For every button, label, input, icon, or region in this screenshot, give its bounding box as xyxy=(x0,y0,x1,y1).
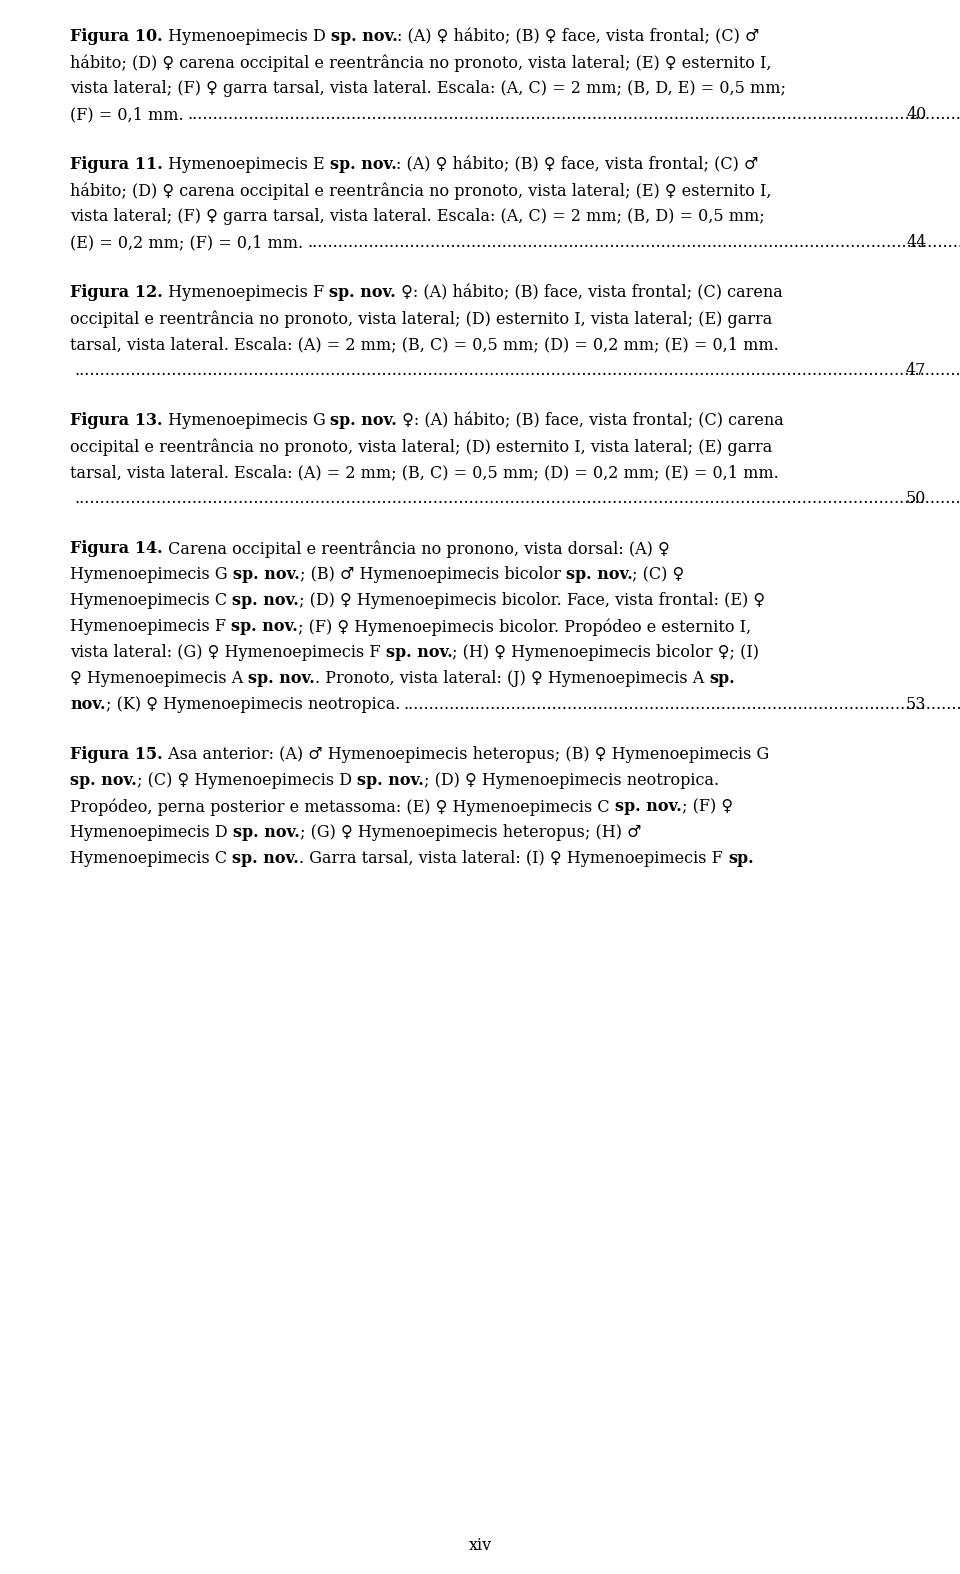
Text: sp.: sp. xyxy=(728,850,754,867)
Text: (E) = 0,2 mm; (F) = 0,1 mm.: (E) = 0,2 mm; (F) = 0,1 mm. xyxy=(70,235,303,250)
Text: 53: 53 xyxy=(906,696,926,713)
Text: occipital e reentrância no pronoto, vista lateral; (D) esternito I, vista latera: occipital e reentrância no pronoto, vist… xyxy=(70,310,773,327)
Text: ; (C) ♀: ; (C) ♀ xyxy=(633,567,684,582)
Text: vista lateral: (G) ♀ Hymenoepimecis F: vista lateral: (G) ♀ Hymenoepimecis F xyxy=(70,644,386,661)
Text: ................................................................................: ........................................… xyxy=(307,235,960,250)
Text: ; (K) ♀ Hymenoepimecis neotropica.: ; (K) ♀ Hymenoepimecis neotropica. xyxy=(106,696,400,713)
Text: Hymenoepimecis G: Hymenoepimecis G xyxy=(70,567,233,582)
Text: ; (H) ♀ Hymenoepimecis bicolor ♀; (I): ; (H) ♀ Hymenoepimecis bicolor ♀; (I) xyxy=(452,644,759,661)
Text: Hymenoepimecis C: Hymenoepimecis C xyxy=(70,592,232,609)
Text: . Pronoto, vista lateral: (J) ♀ Hymenoepimecis A: . Pronoto, vista lateral: (J) ♀ Hymenoep… xyxy=(315,671,709,686)
Text: Carena occipital e reentrância no pronono, vista dorsal: (A) ♀: Carena occipital e reentrância no pronon… xyxy=(162,540,669,557)
Text: ♀ Hymenoepimecis A: ♀ Hymenoepimecis A xyxy=(70,671,249,686)
Text: Hymenoepimecis D: Hymenoepimecis D xyxy=(162,28,330,46)
Text: ; (F) ♀: ; (F) ♀ xyxy=(682,798,732,815)
Text: 44: 44 xyxy=(906,235,926,250)
Text: nov.: nov. xyxy=(70,696,106,713)
Text: Hymenoepimecis F: Hymenoepimecis F xyxy=(163,283,329,301)
Text: Figura 12.: Figura 12. xyxy=(70,283,163,301)
Text: vista lateral; (F) ♀ garra tarsal, vista lateral. Escala: (A, C) = 2 mm; (B, D, : vista lateral; (F) ♀ garra tarsal, vista… xyxy=(70,80,786,98)
Text: Figura 13.: Figura 13. xyxy=(70,412,162,430)
Text: Figura 10.: Figura 10. xyxy=(70,28,162,46)
Text: sp. nov.: sp. nov. xyxy=(233,825,300,841)
Text: ................................................................................: ........................................… xyxy=(404,696,960,713)
Text: Asa anterior: (A) ♂ Hymenoepimecis heteropus; (B) ♀ Hymenoepimecis G: Asa anterior: (A) ♂ Hymenoepimecis heter… xyxy=(162,746,769,763)
Text: ; (D) ♀ Hymenoepimecis bicolor. Face, vista frontal: (E) ♀: ; (D) ♀ Hymenoepimecis bicolor. Face, vi… xyxy=(300,592,765,609)
Text: 47: 47 xyxy=(906,362,926,379)
Text: Hymenoepimecis G: Hymenoepimecis G xyxy=(162,412,330,430)
Text: sp. nov.: sp. nov. xyxy=(232,850,300,867)
Text: ................................................................................: ........................................… xyxy=(74,362,960,379)
Text: sp.: sp. xyxy=(709,671,735,686)
Text: 50: 50 xyxy=(906,490,926,507)
Text: : (A) ♀ hábito; (B) ♀ face, vista frontal; (C) ♂: : (A) ♀ hábito; (B) ♀ face, vista fronta… xyxy=(396,156,758,173)
Text: sp. nov.: sp. nov. xyxy=(232,592,300,609)
Text: sp. nov.: sp. nov. xyxy=(70,771,137,789)
Text: tarsal, vista lateral. Escala: (A) = 2 mm; (B, C) = 0,5 mm; (D) = 0,2 mm; (E) = : tarsal, vista lateral. Escala: (A) = 2 m… xyxy=(70,335,779,353)
Text: 40: 40 xyxy=(906,105,926,123)
Text: . Garra tarsal, vista lateral: (I) ♀ Hymenoepimecis F: . Garra tarsal, vista lateral: (I) ♀ Hym… xyxy=(300,850,728,867)
Text: sp. nov.: sp. nov. xyxy=(329,156,396,173)
Text: sp. nov.: sp. nov. xyxy=(329,283,396,301)
Text: sp. nov.: sp. nov. xyxy=(330,412,397,430)
Text: sp. nov.: sp. nov. xyxy=(330,28,397,46)
Text: hábito; (D) ♀ carena occipital e reentrância no pronoto, vista lateral; (E) ♀ es: hábito; (D) ♀ carena occipital e reentrâ… xyxy=(70,54,772,71)
Text: sp. nov.: sp. nov. xyxy=(249,671,315,686)
Text: vista lateral; (F) ♀ garra tarsal, vista lateral. Escala: (A, C) = 2 mm; (B, D) : vista lateral; (F) ♀ garra tarsal, vista… xyxy=(70,208,765,225)
Text: Figura 11.: Figura 11. xyxy=(70,156,163,173)
Text: ; (B) ♂ Hymenoepimecis bicolor: ; (B) ♂ Hymenoepimecis bicolor xyxy=(300,567,565,582)
Text: ; (F) ♀ Hymenoepimecis bicolor. Propódeo e esternito I,: ; (F) ♀ Hymenoepimecis bicolor. Propódeo… xyxy=(298,619,751,636)
Text: (F) = 0,1 mm.: (F) = 0,1 mm. xyxy=(70,105,183,123)
Text: xiv: xiv xyxy=(468,1536,492,1554)
Text: sp. nov.: sp. nov. xyxy=(231,619,298,634)
Text: Hymenoepimecis D: Hymenoepimecis D xyxy=(70,825,233,841)
Text: ♀: (A) hábito; (B) face, vista frontal; (C) carena: ♀: (A) hábito; (B) face, vista frontal; … xyxy=(396,283,782,301)
Text: sp. nov.: sp. nov. xyxy=(565,567,633,582)
Text: ................................................................................: ........................................… xyxy=(74,490,960,507)
Text: : (A) ♀ hábito; (B) ♀ face, vista frontal; (C) ♂: : (A) ♀ hábito; (B) ♀ face, vista fronta… xyxy=(397,28,759,46)
Text: tarsal, vista lateral. Escala: (A) = 2 mm; (B, C) = 0,5 mm; (D) = 0,2 mm; (E) = : tarsal, vista lateral. Escala: (A) = 2 m… xyxy=(70,464,779,482)
Text: ; (G) ♀ Hymenoepimecis heteropus; (H) ♂: ; (G) ♀ Hymenoepimecis heteropus; (H) ♂ xyxy=(300,825,641,841)
Text: Hymenoepimecis C: Hymenoepimecis C xyxy=(70,850,232,867)
Text: sp. nov.: sp. nov. xyxy=(233,567,300,582)
Text: Figura 14.: Figura 14. xyxy=(70,540,162,557)
Text: ; (C) ♀ Hymenoepimecis D: ; (C) ♀ Hymenoepimecis D xyxy=(137,771,357,789)
Text: hábito; (D) ♀ carena occipital e reentrância no pronoto, vista lateral; (E) ♀ es: hábito; (D) ♀ carena occipital e reentrâ… xyxy=(70,183,772,200)
Text: ; (D) ♀ Hymenoepimecis neotropica.: ; (D) ♀ Hymenoepimecis neotropica. xyxy=(423,771,719,789)
Text: Hymenoepimecis E: Hymenoepimecis E xyxy=(163,156,329,173)
Text: ................................................................................: ........................................… xyxy=(188,105,960,123)
Text: sp. nov.: sp. nov. xyxy=(386,644,452,661)
Text: sp. nov.: sp. nov. xyxy=(614,798,682,815)
Text: occipital e reentrância no pronoto, vista lateral; (D) esternito I, vista latera: occipital e reentrância no pronoto, vist… xyxy=(70,438,773,455)
Text: ♀: (A) hábito; (B) face, vista frontal; (C) carena: ♀: (A) hábito; (B) face, vista frontal; … xyxy=(397,412,784,430)
Text: Hymenoepimecis F: Hymenoepimecis F xyxy=(70,619,231,634)
Text: sp. nov.: sp. nov. xyxy=(357,771,423,789)
Text: Figura 15.: Figura 15. xyxy=(70,746,162,763)
Text: Propódeo, perna posterior e metassoma: (E) ♀ Hymenoepimecis C: Propódeo, perna posterior e metassoma: (… xyxy=(70,798,614,815)
